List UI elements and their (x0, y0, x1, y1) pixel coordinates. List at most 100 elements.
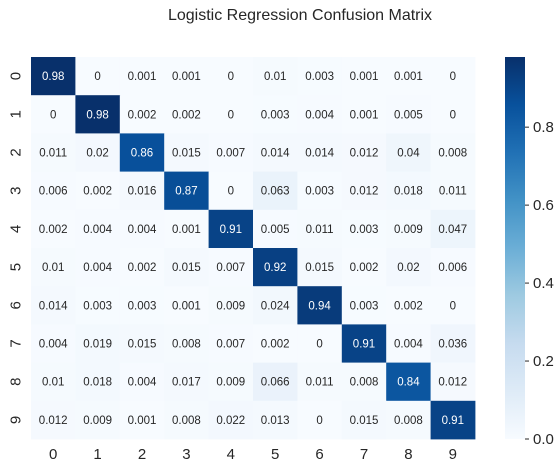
heatmap-cells (31, 57, 476, 440)
heatmap-cell-7-9 (430, 324, 476, 363)
cell-value-0-5: 0.01 (264, 71, 286, 83)
cell-value-5-9: 0.006 (438, 262, 467, 274)
x-axis-ticks: 0 1 2 3 4 5 6 7 8 9 (49, 446, 457, 463)
cell-value-3-5: 0.063 (261, 186, 290, 198)
heatmap-cell-9-5 (253, 400, 298, 440)
heatmap-cell-0-9 (430, 57, 476, 96)
x-tick-label: 9 (449, 446, 457, 463)
heatmap-cell-0-6 (297, 57, 343, 96)
colorbar (505, 57, 525, 439)
heatmap-cell-3-1 (75, 171, 121, 211)
cell-value-9-4: 0.022 (216, 415, 245, 427)
heatmap-cell-3-7 (341, 171, 387, 211)
heatmap-cell-7-0 (31, 324, 76, 363)
heatmap-cell-4-2 (119, 209, 165, 249)
heatmap-cell-5-5 (253, 248, 298, 287)
cell-value-3-9: 0.011 (439, 186, 467, 198)
cell-value-1-7: 0.001 (350, 109, 379, 121)
cell-value-4-6: 0.011 (306, 224, 334, 236)
cell-value-7-5: 0.002 (261, 339, 290, 351)
cell-value-4-1: 0.004 (83, 224, 112, 236)
colorbar-tick-label: 0.2 (533, 353, 554, 370)
heatmap-cell-9-1 (75, 400, 121, 440)
heatmap-cell-2-9 (430, 133, 476, 172)
heatmap-cell-3-5 (253, 171, 298, 211)
heatmap-cell-6-0 (31, 286, 76, 325)
x-tick-label: 4 (227, 446, 235, 463)
heatmap-cell-6-4 (208, 286, 254, 325)
heatmap-cell-7-8 (386, 324, 431, 363)
heatmap-cell-2-6 (297, 133, 343, 172)
heatmap-cell-2-7 (341, 133, 387, 172)
cell-value-4-5: 0.005 (261, 224, 290, 236)
cell-value-6-8: 0.002 (394, 300, 423, 312)
cell-value-7-9: 0.036 (438, 339, 467, 351)
heatmap-cell-2-1 (75, 133, 121, 172)
cell-value-4-4: 0.91 (220, 224, 242, 236)
cell-value-8-9: 0.012 (438, 377, 467, 389)
heatmap-cell-8-3 (164, 362, 209, 402)
cell-value-9-3: 0.008 (172, 415, 201, 427)
x-tick-label: 6 (315, 446, 323, 463)
heatmap-cell-2-3 (164, 133, 209, 172)
cell-value-8-6: 0.011 (306, 377, 334, 389)
cell-value-6-3: 0.001 (172, 300, 201, 312)
heatmap-cell-1-8 (386, 95, 431, 134)
cell-value-4-7: 0.003 (350, 224, 379, 236)
heatmap-cell-3-4 (208, 171, 254, 211)
x-tick-label: 0 (49, 446, 57, 463)
cell-value-4-8: 0.009 (394, 224, 423, 236)
heatmap-cell-4-5 (253, 209, 298, 249)
colorbar-tick-label: 0.6 (533, 197, 554, 214)
cell-value-1-4: 0 (228, 109, 234, 121)
heatmap-cell-5-7 (341, 248, 387, 287)
heatmap-cell-2-4 (208, 133, 254, 172)
heatmap-cell-5-0 (31, 248, 76, 287)
heatmap-annotations: 0.98 0 0.001 0.001 0 0.01 0.003 0.001 0.001 0 0 0.9… (39, 71, 467, 427)
cell-value-4-9: 0.047 (438, 224, 467, 236)
heatmap-cell-8-5 (253, 362, 298, 402)
heatmap-cell-2-2 (119, 133, 165, 172)
cell-value-2-0: 0.011 (39, 148, 67, 160)
heatmap-cell-1-6 (297, 95, 343, 134)
cell-value-6-0: 0.014 (39, 300, 68, 312)
heatmap-cell-7-5 (253, 324, 298, 363)
cell-value-1-5: 0.003 (261, 109, 290, 121)
heatmap-cell-7-1 (75, 324, 121, 363)
heatmap-cell-8-2 (119, 362, 165, 402)
heatmap-cell-0-5 (253, 57, 298, 96)
heatmap-cell-9-9 (430, 400, 476, 440)
cell-value-3-6: 0.003 (305, 186, 334, 198)
cell-value-0-0: 0.98 (42, 71, 64, 83)
cell-value-0-3: 0.001 (172, 71, 201, 83)
heatmap-cell-4-9 (430, 209, 476, 249)
heatmap-cell-4-6 (297, 209, 343, 249)
cell-value-7-1: 0.019 (83, 339, 112, 351)
heatmap-cell-3-9 (430, 171, 476, 211)
cell-value-5-3: 0.015 (172, 262, 201, 274)
colorbar-tick-label: 0.8 (533, 119, 554, 136)
heatmap-cell-4-0 (31, 209, 76, 249)
heatmap-cell-3-2 (119, 171, 165, 211)
heatmap-cell-2-0 (31, 133, 76, 172)
cell-value-5-5: 0.92 (264, 262, 286, 274)
cell-value-6-5: 0.024 (261, 300, 290, 312)
y-tick-label: 4 (8, 225, 25, 233)
cell-value-0-8: 0.001 (394, 71, 423, 83)
heatmap-cell-6-8 (386, 286, 431, 325)
cell-value-9-6: 0 (316, 415, 322, 427)
cell-value-3-1: 0.002 (83, 186, 112, 198)
heatmap-cell-9-7 (341, 400, 387, 440)
heatmap-cell-1-2 (119, 95, 165, 134)
y-tick-label: 2 (8, 148, 25, 156)
heatmap-cell-4-1 (75, 209, 121, 249)
cell-value-9-5: 0.013 (261, 415, 290, 427)
cell-value-8-3: 0.017 (172, 377, 201, 389)
cell-value-5-2: 0.002 (128, 262, 157, 274)
colorbar-tick-label: 0.0 (533, 431, 554, 448)
y-tick-label: 3 (8, 187, 25, 195)
heatmap-cell-9-6 (297, 400, 343, 440)
heatmap-cell-0-7 (341, 57, 387, 96)
heatmap-cell-7-6 (297, 324, 343, 363)
chart-title: Logistic Regression Confusion Matrix (168, 7, 432, 24)
